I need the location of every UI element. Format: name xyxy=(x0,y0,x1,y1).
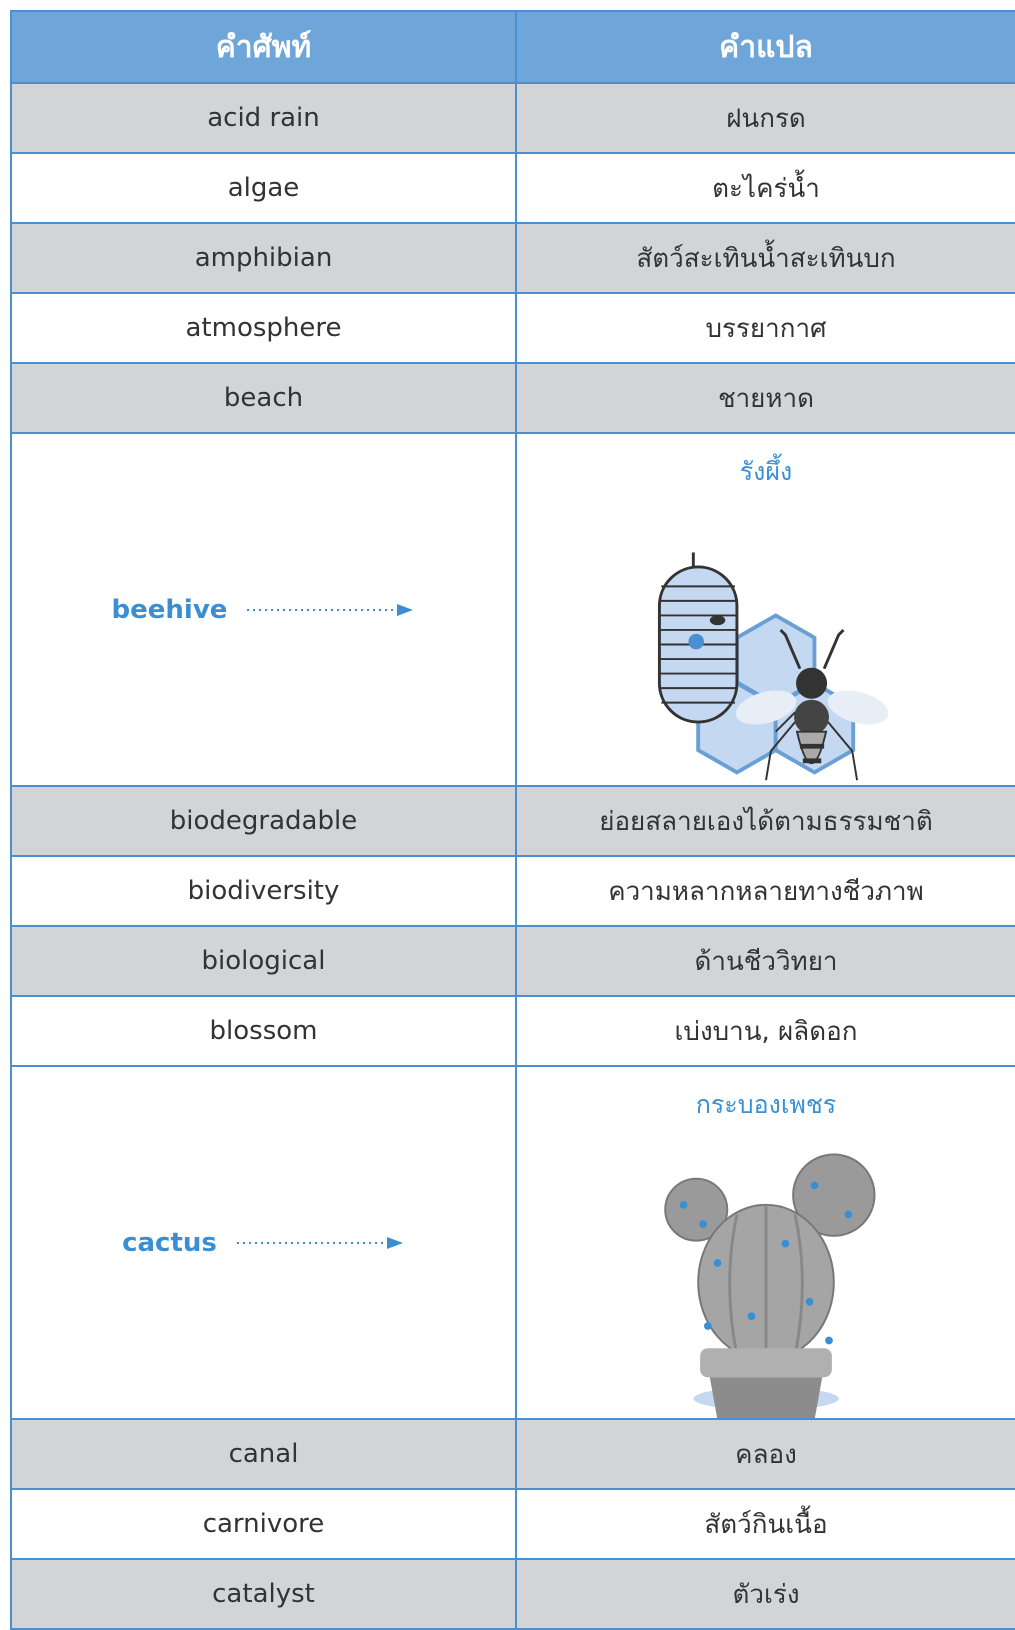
vocab-table: คำศัพท์ คำแปล acid rain ฝนกรด algae ตะไคร่น… xyxy=(10,10,1015,1630)
term: carnivore xyxy=(202,1509,325,1539)
cactus-illustration xyxy=(664,1153,876,1418)
table-row: blossom เบ่งบาน, ผลิดอก xyxy=(12,997,1015,1067)
beehive-illustration xyxy=(657,552,889,781)
translation-cell: ความหลากหลายทางชีวภาพ xyxy=(517,857,1015,925)
table-row: catalyst ตัวเร่ง xyxy=(12,1560,1015,1630)
term-cell: beach xyxy=(12,364,517,432)
term: algae xyxy=(227,173,300,203)
term-cell: algae xyxy=(12,154,517,222)
table-row: algae ตะไคร่น้ำ xyxy=(12,154,1015,224)
translation: กระบองเพชร xyxy=(695,1090,837,1119)
table-row: biological ด้านชีววิทยา xyxy=(12,927,1015,997)
header-row: คำศัพท์ คำแปล xyxy=(12,12,1015,84)
term-cell: blossom xyxy=(12,997,517,1065)
translation-cell: สัตว์สะเทินน้ำสะเทินบก xyxy=(517,224,1015,292)
header-cell: คำศัพท์ xyxy=(12,12,517,82)
translation: ชายหาด xyxy=(717,383,815,414)
term-cell: catalyst xyxy=(12,1560,517,1628)
arrow xyxy=(236,1236,403,1249)
translation-cell: ชายหาด xyxy=(517,364,1015,432)
term: beehive xyxy=(111,594,228,625)
translation: คลอง xyxy=(735,1439,797,1470)
table-row: beehive รังผึ้ง xyxy=(12,434,1015,787)
header-cell: คำแปล xyxy=(719,29,813,65)
translation-cell: ตัวเร่ง xyxy=(517,1560,1015,1628)
term: beach xyxy=(223,383,304,413)
table-row: carnivore สัตว์กินเนื้อ xyxy=(12,1490,1015,1560)
table-row: beach ชายหาด xyxy=(12,364,1015,434)
translation-cell: รังผึ้ง xyxy=(517,434,1015,785)
table-row: cactus กระบองเพชร xyxy=(12,1067,1015,1420)
term: catalyst xyxy=(212,1579,315,1609)
translation-cell: กระบองเพชร xyxy=(517,1067,1015,1418)
term-cell: atmosphere xyxy=(12,294,517,362)
translation: ฝนกรด xyxy=(726,103,806,134)
translation: ตัวเร่ง xyxy=(732,1579,800,1610)
translation: ความหลากหลายทางชีวภาพ xyxy=(608,876,924,907)
term: canal xyxy=(228,1439,299,1469)
table-row: biodiversity ความหลากหลายทางชีวภาพ xyxy=(12,857,1015,927)
translation: ตะไคร่น้ำ xyxy=(712,173,820,204)
arrow xyxy=(247,603,414,616)
translation: รังผึ้ง xyxy=(739,457,793,486)
term: biological xyxy=(201,946,326,976)
term: acid rain xyxy=(207,103,320,133)
table-row: biodegradable ย่อยสลายเองได้ตามธรรมชาติ xyxy=(12,787,1015,857)
term: blossom xyxy=(209,1016,318,1046)
translation-cell: ฝนกรด xyxy=(517,84,1015,152)
table-row: acid rain ฝนกรด xyxy=(12,84,1015,154)
translation: บรรยากาศ xyxy=(705,313,827,344)
term-cell: biodegradable xyxy=(12,787,517,855)
translation-cell: เบ่งบาน, ผลิดอก xyxy=(517,997,1015,1065)
term: biodiversity xyxy=(187,876,340,906)
term-cell: amphibian xyxy=(12,224,517,292)
translation: สัตว์สะเทินน้ำสะเทินบก xyxy=(636,243,896,274)
term-cell: biodiversity xyxy=(12,857,517,925)
table-row: amphibian สัตว์สะเทินน้ำสะเทินบก xyxy=(12,224,1015,294)
translation-cell: ตะไคร่น้ำ xyxy=(517,154,1015,222)
term: biodegradable xyxy=(169,806,358,836)
term: amphibian xyxy=(194,243,333,273)
translation: สัตว์กินเนื้อ xyxy=(704,1509,828,1540)
translation-cell: ย่อยสลายเองได้ตามธรรมชาติ xyxy=(517,787,1015,855)
translation-cell: บรรยากาศ xyxy=(517,294,1015,362)
table-row: atmosphere บรรยากาศ xyxy=(12,294,1015,364)
translation-cell: ด้านชีววิทยา xyxy=(517,927,1015,995)
term: atmosphere xyxy=(185,313,342,343)
translation: ด้านชีววิทยา xyxy=(694,946,838,977)
translation: ย่อยสลายเองได้ตามธรรมชาติ xyxy=(599,806,933,837)
translation-cell: คลอง xyxy=(517,1420,1015,1488)
translation: เบ่งบาน, ผลิดอก xyxy=(674,1016,858,1047)
term-cell: carnivore xyxy=(12,1490,517,1558)
term-cell: canal xyxy=(12,1420,517,1488)
term: cactus xyxy=(122,1227,217,1258)
term-cell: acid rain xyxy=(12,84,517,152)
term-cell: beehive xyxy=(12,434,517,785)
table-row: canal คลอง xyxy=(12,1420,1015,1490)
term-cell: cactus xyxy=(12,1067,517,1418)
term-cell: biological xyxy=(12,927,517,995)
translation-cell: สัตว์กินเนื้อ xyxy=(517,1490,1015,1558)
